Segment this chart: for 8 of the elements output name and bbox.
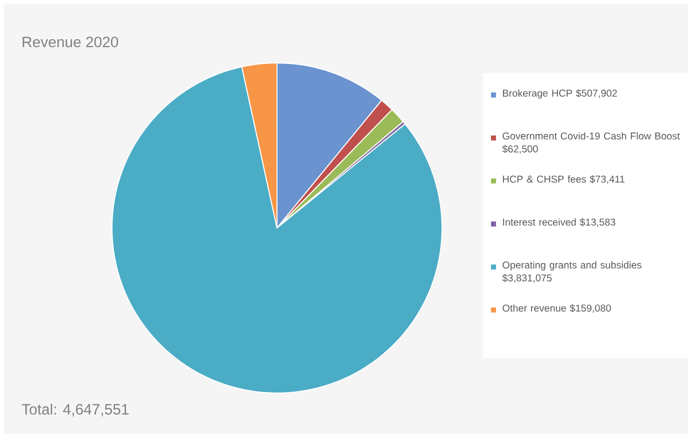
- text: Total: 4,647,551: [22, 404, 129, 416]
- chart-title: Revenue 2020: [22, 36, 118, 48]
- legend-label: Operating grants and subsidies $3,831,075: [502, 261, 642, 283]
- legend-label: Brokerage HCP $507,902: [503, 89, 617, 99]
- legend-label: Other revenue $159,080: [502, 304, 611, 313]
- legend-label: HCP & CHSP fees $73,411: [503, 175, 624, 184]
- legend-label: Government Covid-19 Cash Flow Boost $62,500: [502, 132, 680, 154]
- legend-label: Interest received $13,583: [503, 218, 616, 227]
